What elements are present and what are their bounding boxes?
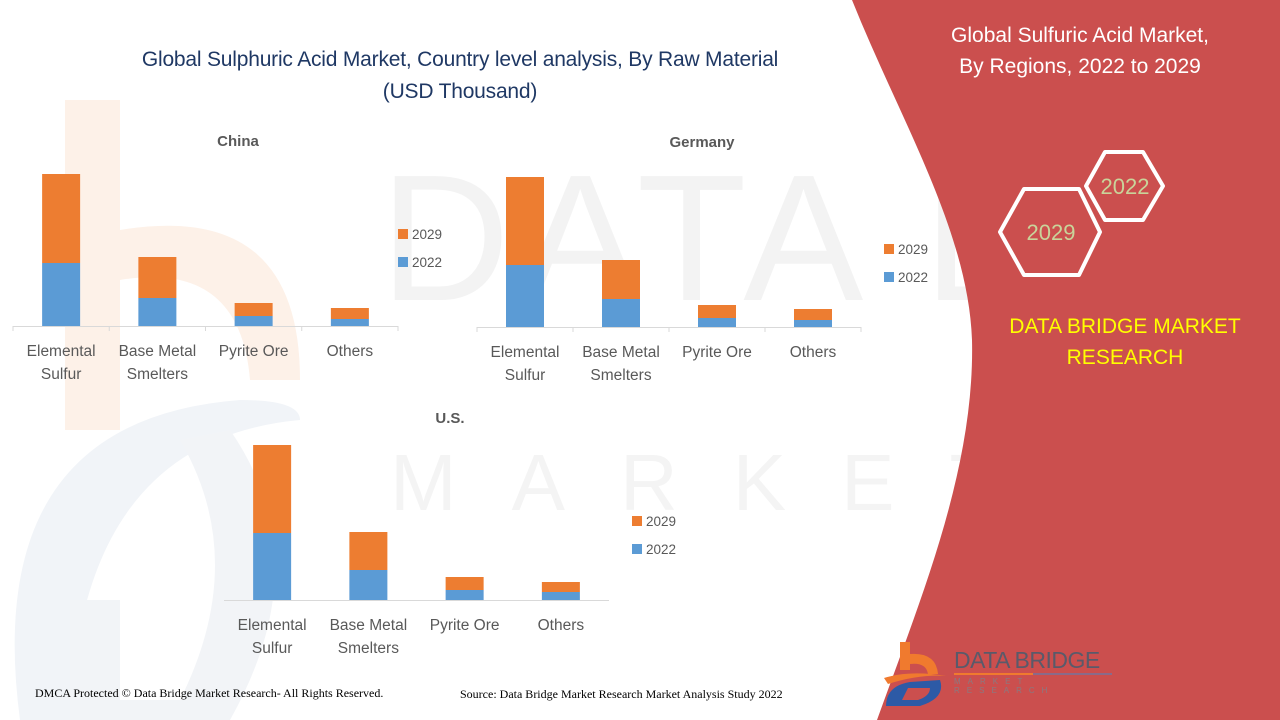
category-label: Elemental: [27, 343, 96, 360]
chart-title: China: [217, 133, 259, 150]
chart-china-svg: China Elemental Sulfur Base Metal Smelters Py…: [12, 133, 442, 383]
category-label: Pyrite Ore: [682, 344, 752, 361]
copyright-notice: DMCA Protected © Data Bridge Market Rese…: [35, 686, 384, 700]
legend-swatch-2029: [884, 244, 894, 254]
logo-divider: [954, 673, 1112, 675]
bar-china-base-metal-smelters-2029: [138, 257, 177, 298]
category-label: Pyrite Ore: [219, 343, 289, 360]
page-title-line2: (USD Thousand): [382, 80, 538, 103]
hex-label-2022: 2022: [1101, 174, 1150, 199]
legend-swatch-2029: [632, 516, 642, 526]
hex-label-2029: 2029: [1027, 220, 1076, 245]
legend-label-2029: 2029: [646, 514, 676, 529]
category-label: Base Metal: [119, 343, 197, 360]
side-title-line2: By Regions, 2022 to 2029: [959, 55, 1201, 78]
bar-germany-pyrite-ore-2022: [698, 318, 736, 327]
category-label: Smelters: [338, 640, 399, 657]
brand-line1: DATA BRIDGE MARKET: [1009, 315, 1241, 338]
watermark-swoosh: [14, 400, 301, 720]
legend-swatch-2022: [884, 272, 894, 282]
legend-swatch-2022: [398, 257, 408, 267]
bar-china-pyrite-ore-2029: [234, 303, 273, 316]
bar-china-others-2029: [330, 308, 369, 319]
bar-germany-others-2029: [794, 309, 832, 320]
bar-us-others-2029: [541, 582, 580, 592]
brand-line2: RESEARCH: [1066, 346, 1184, 369]
legend-label-2022: 2022: [898, 270, 928, 285]
bar-us-base-metal-smelters-2029: [349, 532, 388, 570]
bar-germany-elemental-sulfur-2029: [506, 177, 544, 265]
bar-china-base-metal-smelters-2022: [138, 298, 177, 326]
logo-mark-icon: [884, 642, 946, 706]
category-label: Elemental: [491, 344, 560, 361]
bar-us-others-2022: [541, 592, 580, 600]
page-title-line1: Global Sulphuric Acid Market, Country le…: [141, 48, 779, 71]
bar-us-base-metal-smelters-2022: [349, 570, 388, 600]
category-label: Smelters: [127, 366, 188, 383]
category-label: Pyrite Ore: [430, 617, 500, 634]
category-label: Others: [790, 344, 837, 361]
chart-title: U.S.: [435, 410, 464, 427]
category-label: Base Metal: [330, 617, 408, 634]
chart-china: China Elemental Sulfur Base Metal Smelters Py…: [0, 125, 460, 390]
category-label: Sulfur: [505, 367, 546, 384]
bar-us-elemental-sulfur-2029: [253, 445, 292, 533]
category-label: Sulfur: [252, 640, 293, 657]
source-note: Source: Data Bridge Market Research Mark…: [460, 687, 783, 701]
page-title: Global Sulphuric Acid Market, Country le…: [60, 44, 860, 108]
legend-label-2029: 2029: [898, 242, 928, 257]
bar-germany-elemental-sulfur-2022: [506, 265, 544, 327]
chart-germany-svg: Germany Elemental Sulfur Base Metal Smelters…: [476, 134, 928, 384]
chart-us: U.S. Elemental Sulfur Base Metal Smelters Pyr…: [210, 400, 690, 665]
bar-us-elemental-sulfur-2022: [253, 533, 292, 600]
bar-germany-base-metal-smelters-2022: [602, 299, 640, 327]
bar-china-pyrite-ore-2022: [234, 316, 273, 326]
legend-swatch-2022: [632, 544, 642, 554]
side-title-line1: Global Sulfuric Acid Market,: [951, 24, 1209, 47]
hexagon-2022: 2022: [1084, 150, 1165, 222]
bar-germany-pyrite-ore-2029: [698, 305, 736, 318]
hexagon-2029: 2029: [998, 187, 1102, 277]
category-label: Others: [538, 617, 585, 634]
category-label: Smelters: [590, 367, 651, 384]
bar-china-elemental-sulfur-2029: [42, 174, 81, 263]
watermark-d: [70, 430, 275, 720]
bar-china-others-2022: [330, 319, 369, 326]
bar-us-pyrite-ore-2022: [445, 590, 484, 600]
bar-china-elemental-sulfur-2022: [42, 263, 81, 326]
chart-title: Germany: [669, 134, 735, 151]
legend-label-2029: 2029: [412, 227, 442, 242]
category-label: Base Metal: [582, 344, 660, 361]
bar-us-pyrite-ore-2029: [445, 577, 484, 590]
category-label: Elemental: [238, 617, 307, 634]
legend-label-2022: 2022: [412, 255, 442, 270]
chart-germany: Germany Elemental Sulfur Base Metal Smelters…: [460, 125, 940, 390]
category-label: Sulfur: [41, 366, 82, 383]
red-side-panel: [852, 0, 1280, 720]
logo: DATA BRIDGE MARKET RESEARCH: [880, 640, 1112, 710]
chart-us-svg: U.S. Elemental Sulfur Base Metal Smelters Pyr…: [224, 410, 676, 657]
category-label: Others: [327, 343, 374, 360]
legend-label-2022: 2022: [646, 542, 676, 557]
legend-swatch-2029: [398, 229, 408, 239]
bar-germany-others-2022: [794, 320, 832, 327]
brand-name: DATA BRIDGE MARKET RESEARCH: [975, 311, 1275, 373]
side-title: Global Sulfuric Acid Market, By Regions,…: [890, 20, 1270, 82]
logo-subtext: MARKET RESEARCH: [954, 677, 1055, 695]
logo-text: DATA BRIDGE: [954, 647, 1100, 673]
bar-germany-base-metal-smelters-2029: [602, 260, 640, 299]
